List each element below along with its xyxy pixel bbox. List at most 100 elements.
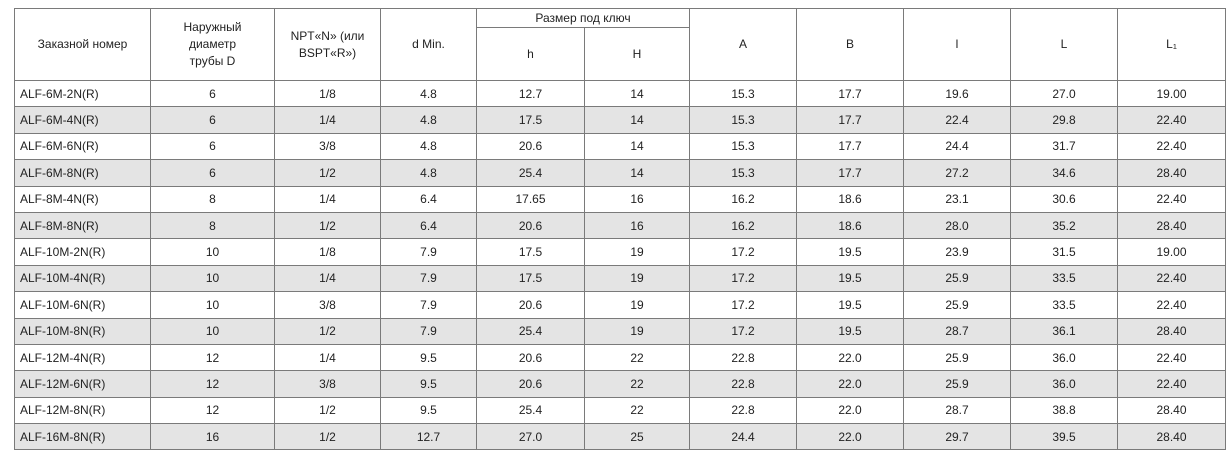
table-cell: 19.5: [796, 317, 905, 345]
table-cell: 12.7: [380, 423, 477, 451]
table-cell: 1/4: [274, 264, 381, 293]
table-cell: 27.0: [1010, 79, 1119, 108]
table-cell: 17.2: [689, 317, 798, 345]
table-cell: 3/8: [274, 370, 381, 398]
table-cell: 14: [583, 106, 691, 134]
table-cell: 19.6: [903, 79, 1012, 108]
table-cell: 10: [150, 238, 275, 266]
table-cell: 16: [150, 423, 275, 451]
table-cell: 3/8: [274, 291, 381, 319]
table-row: ALF-12M-8N(R) 12 1/2 9.5 25.4 22 22.8 22.0 28.7 3…: [14, 396, 1227, 425]
table-cell: 7.9: [380, 238, 477, 266]
table-cell: 6: [150, 79, 275, 108]
table-cell: 1/2: [274, 159, 381, 187]
table-body: ALF-6M-2N(R) 6 1/8 4.8 12.7 14 15.3 17.7 19.6 27.…: [14, 79, 1227, 451]
table-cell: 12: [150, 370, 275, 398]
table-cell: 27.0: [476, 423, 585, 451]
table-row: ALF-6M-4N(R) 6 1/4 4.8 17.5 14 15.3 17.7 22.4 29.…: [14, 106, 1227, 134]
table-cell: 4.8: [380, 79, 477, 108]
table-cell: 22.8: [689, 343, 798, 372]
table-cell: 36.0: [1010, 343, 1119, 372]
table-row: ALF-10M-4N(R) 10 1/4 7.9 17.5 19 17.2 19.5 25.9 3…: [14, 264, 1227, 293]
table-cell: 10: [150, 317, 275, 345]
table-cell: 28.40: [1117, 423, 1227, 451]
table-cell: 1/8: [274, 238, 381, 266]
table-cell: 22.8: [689, 370, 798, 398]
table-row: ALF-8M-8N(R) 8 1/2 6.4 20.6 16 16.2 18.6 28.0 35.…: [14, 211, 1227, 240]
table-cell: 7.9: [380, 317, 477, 345]
table-cell: 28.7: [903, 317, 1012, 345]
part-number: ALF-6M-4N(R): [14, 106, 151, 134]
header-cell: l: [903, 8, 1012, 81]
table-cell: 22.0: [796, 396, 905, 425]
table-cell: 12.7: [476, 79, 585, 108]
table-cell: 4.8: [380, 106, 477, 134]
table-cell: 14: [583, 159, 691, 187]
table-cell: 28.40: [1117, 211, 1227, 240]
table-cell: 7.9: [380, 264, 477, 293]
table-cell: 22: [583, 396, 691, 425]
part-number: ALF-10M-2N(R): [14, 238, 151, 266]
table-cell: 22.40: [1117, 264, 1227, 293]
part-number: ALF-6M-6N(R): [14, 132, 151, 161]
table-cell: 6.4: [380, 185, 477, 213]
table-cell: 9.5: [380, 370, 477, 398]
table-cell: 20.6: [476, 370, 585, 398]
table-row: ALF-10M-2N(R) 10 1/8 7.9 17.5 19 17.2 19.5 23.9 3…: [14, 238, 1227, 266]
part-number: ALF-12M-4N(R): [14, 343, 151, 372]
table-cell: 17.7: [796, 79, 905, 108]
table-cell: 9.5: [380, 396, 477, 425]
table-cell: 6: [150, 132, 275, 161]
header-cell: NPT«N» (или BSPT«R»): [274, 8, 381, 81]
table-cell: 17.7: [796, 159, 905, 187]
table-cell: 29.7: [903, 423, 1012, 451]
table-cell: 17.5: [476, 106, 585, 134]
table-cell: 25.4: [476, 396, 585, 425]
table-cell: 19.00: [1117, 238, 1227, 266]
table-cell: 23.1: [903, 185, 1012, 213]
table-cell: 17.7: [796, 132, 905, 161]
table-cell: 25.9: [903, 370, 1012, 398]
table-cell: 15.3: [689, 159, 798, 187]
table-cell: 19: [583, 264, 691, 293]
table-row: ALF-10M-6N(R) 10 3/8 7.9 20.6 19 17.2 19.5 25.9 3…: [14, 291, 1227, 319]
table-cell: 1/2: [274, 317, 381, 345]
table-cell: 8: [150, 211, 275, 240]
header-text: Наружный диаметр трубы D: [183, 20, 242, 68]
table-cell: 22.40: [1117, 291, 1227, 319]
table-cell: 25.9: [903, 264, 1012, 293]
header-cell: Заказной номер: [14, 8, 151, 81]
table-cell: 22.40: [1117, 106, 1227, 134]
table-cell: 15.3: [689, 132, 798, 161]
table-row: ALF-16M-8N(R) 16 1/2 12.7 27.0 25 24.4 22.0 29.7…: [14, 423, 1227, 451]
table-cell: 24.4: [903, 132, 1012, 161]
table-cell: 33.5: [1010, 264, 1119, 293]
table-cell: 17.2: [689, 264, 798, 293]
table-cell: 30.6: [1010, 185, 1119, 213]
table-cell: 22.0: [796, 423, 905, 451]
table-cell: 20.6: [476, 132, 585, 161]
header-cell: H: [583, 27, 691, 81]
table-cell: 3/8: [274, 132, 381, 161]
header-cell: B: [796, 8, 905, 81]
table-cell: 16.2: [689, 185, 798, 213]
table-cell: 28.40: [1117, 159, 1227, 187]
table-cell: 38.8: [1010, 396, 1119, 425]
part-number: ALF-12M-6N(R): [14, 370, 151, 398]
table-cell: 20.6: [476, 343, 585, 372]
table-cell: 22: [583, 370, 691, 398]
table-cell: 22.40: [1117, 343, 1227, 372]
part-number: ALF-10M-6N(R): [14, 291, 151, 319]
table-cell: 25.9: [903, 291, 1012, 319]
table-cell: 31.7: [1010, 132, 1119, 161]
table-cell: 27.2: [903, 159, 1012, 187]
table-cell: 34.6: [1010, 159, 1119, 187]
table-row: ALF-12M-6N(R) 12 3/8 9.5 20.6 22 22.8 22.0 25.9 3…: [14, 370, 1227, 398]
part-number: ALF-12M-8N(R): [14, 396, 151, 425]
table-cell: 25.4: [476, 317, 585, 345]
table-cell: 22: [583, 343, 691, 372]
table-cell: 17.5: [476, 238, 585, 266]
header-cell: d Min.: [380, 8, 477, 81]
table-cell: 8: [150, 185, 275, 213]
group-header: Размер под ключ: [475, 8, 691, 28]
